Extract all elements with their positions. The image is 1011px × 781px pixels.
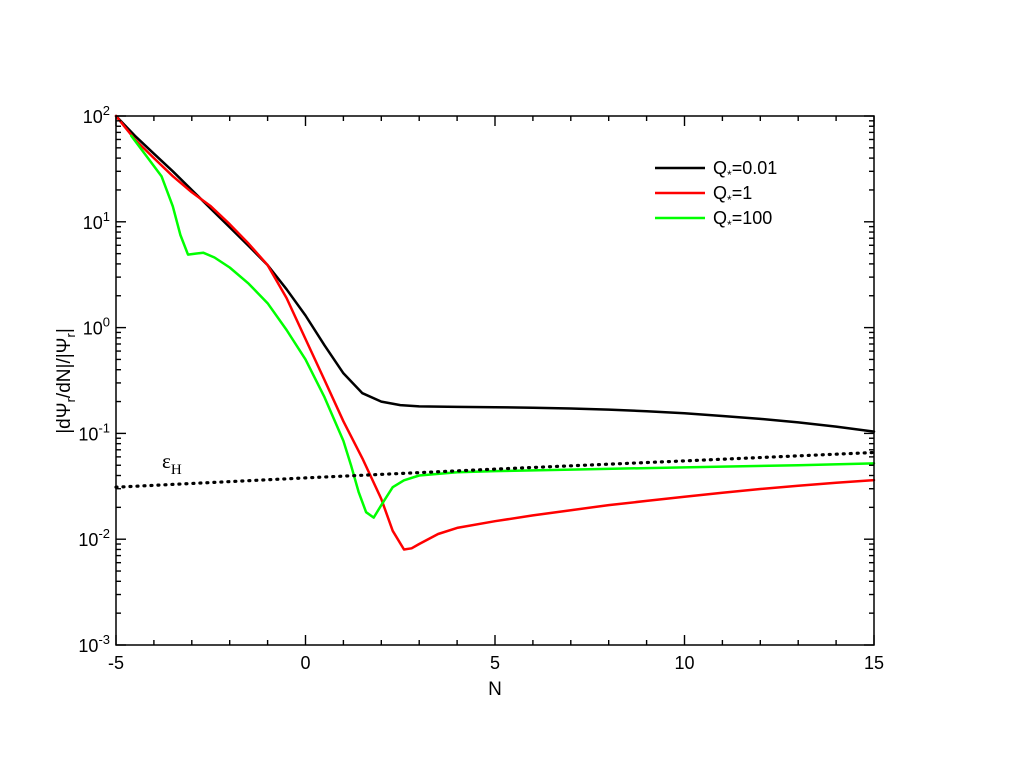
x-tick-label: 10	[674, 653, 694, 673]
epsilon-h-annotation: εH	[162, 449, 182, 478]
legend-label-1: Q*=1	[713, 183, 752, 207]
legend-label-2: Q*=100	[713, 208, 772, 232]
legend: Q*=0.01Q*=1Q*=100	[655, 158, 777, 232]
y-tick-label: 10-3	[78, 632, 110, 656]
series-layer	[114, 114, 876, 551]
x-tick-label: 15	[864, 653, 884, 673]
series-line-1	[114, 114, 876, 551]
y-tick-label: 101	[83, 209, 110, 233]
series-line-2	[129, 134, 876, 519]
plot-frame	[115, 115, 875, 646]
x-axis-label: N	[488, 679, 502, 700]
series-line-3	[114, 450, 876, 489]
legend-label-0: Q*=0.01	[713, 158, 777, 182]
axis-ticks	[115, 115, 875, 646]
y-tick-label: 10-1	[78, 420, 110, 444]
y-tick-label: 100	[83, 315, 110, 339]
x-tick-label: -5	[108, 653, 124, 673]
x-tick-label: 0	[300, 653, 310, 673]
y-axis-label: |dΨr/dN|/|Ψr|	[54, 328, 78, 434]
y-tick-label: 102	[83, 103, 110, 127]
tick-labels: -5 0 5 10 15 102 101 100 10-1 10-2 10-3	[78, 103, 884, 673]
y-tick-label: 10-2	[78, 526, 110, 550]
x-tick-label: 5	[490, 653, 500, 673]
